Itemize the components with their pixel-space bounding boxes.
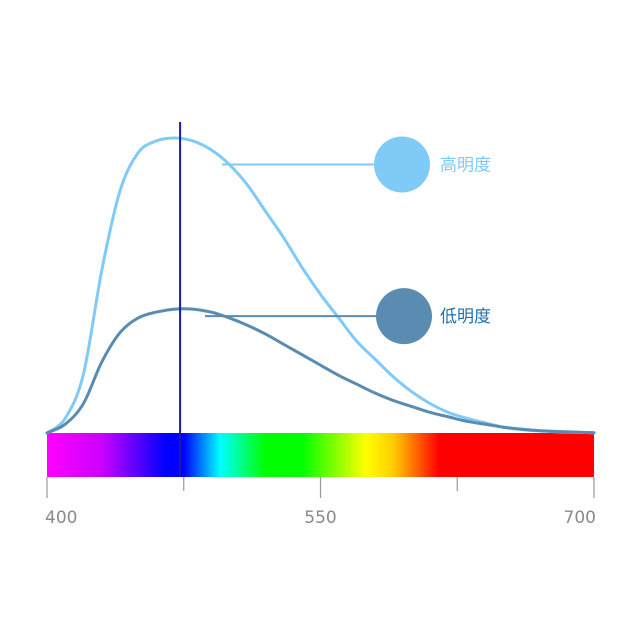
- x-tick-label-550: 550: [304, 508, 336, 528]
- series-line-high-brightness: [45, 136, 596, 435]
- x-tick-label-400: 400: [45, 508, 77, 528]
- legend-dot-high-brightness: [374, 136, 430, 193]
- x-tick-label-700: 700: [564, 508, 596, 528]
- legend-dot-low-brightness: [376, 288, 432, 345]
- legend-label-high-brightness: 高明度: [440, 156, 491, 176]
- spectrum-bar: [47, 433, 594, 477]
- series-line-low-brightness: [45, 307, 596, 435]
- legend-label-low-brightness: 低明度: [440, 307, 491, 327]
